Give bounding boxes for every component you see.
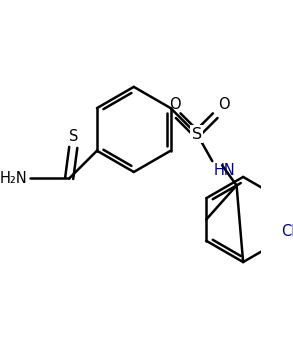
Text: H₂N: H₂N (0, 171, 28, 186)
Text: Cl: Cl (281, 224, 293, 239)
Text: HN: HN (214, 163, 236, 178)
Text: O: O (219, 97, 230, 112)
Text: S: S (69, 129, 78, 144)
Text: S: S (192, 127, 202, 142)
Text: O: O (169, 97, 181, 112)
